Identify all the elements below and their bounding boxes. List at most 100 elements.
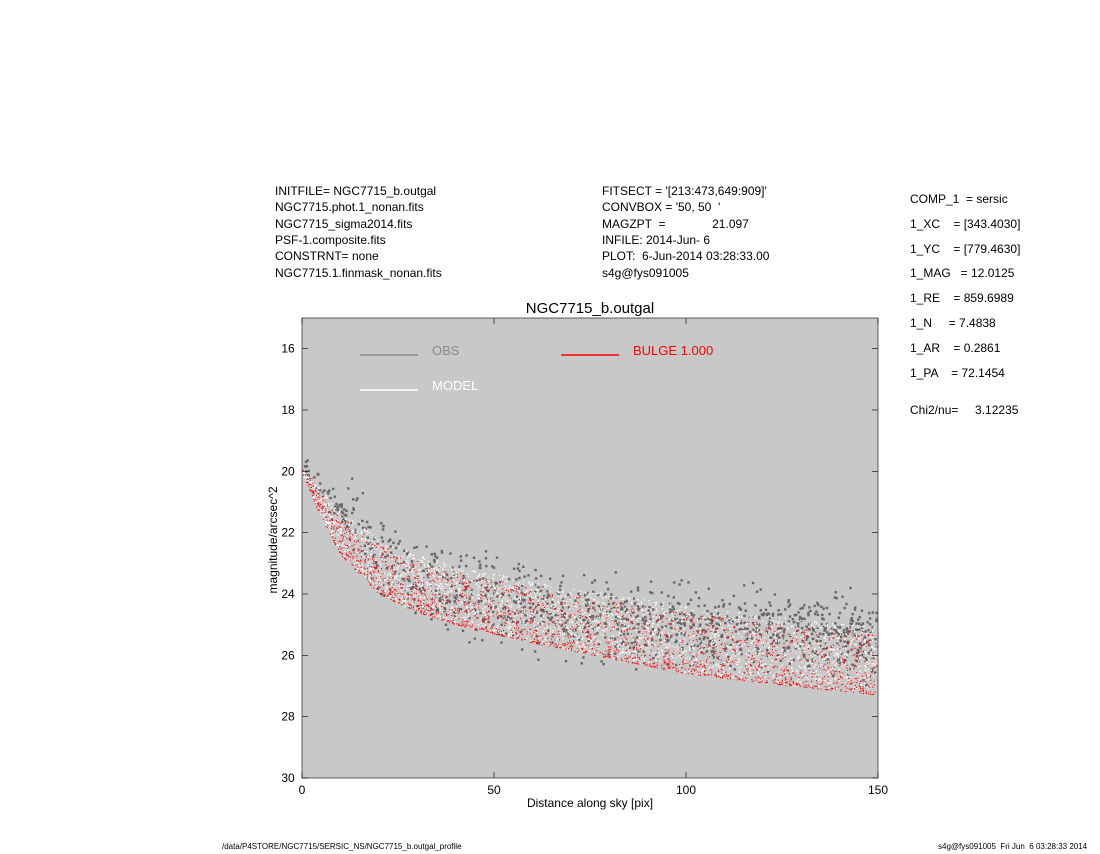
model-point (828, 683, 829, 684)
model-point (355, 537, 356, 538)
bulge-point (486, 597, 487, 598)
bulge-point (417, 589, 418, 590)
model-point (428, 566, 429, 567)
model-point (674, 661, 675, 662)
model-point (494, 630, 495, 631)
bulge-point (804, 634, 805, 635)
model-point (361, 540, 362, 541)
model-point (729, 667, 730, 668)
obs-point (652, 628, 654, 630)
model-point (423, 597, 424, 598)
obs-point (403, 550, 405, 552)
model-point (754, 638, 755, 639)
bulge-point (674, 651, 675, 652)
bulge-point (679, 629, 680, 630)
bulge-point (783, 652, 784, 653)
model-point (620, 620, 621, 621)
bulge-point (327, 516, 328, 517)
model-point (717, 673, 718, 674)
bulge-point (568, 643, 569, 644)
bulge-point (561, 647, 562, 648)
bulge-point (574, 604, 575, 605)
bulge-point (373, 563, 374, 564)
obs-point (813, 605, 815, 607)
obs-point (675, 641, 677, 643)
bulge-point (776, 655, 777, 656)
model-point (477, 582, 478, 583)
bulge-point (639, 659, 640, 660)
bulge-point (479, 609, 480, 610)
bulge-point (829, 662, 830, 663)
bulge-point (636, 624, 637, 625)
bulge-point (777, 684, 778, 685)
model-point (571, 635, 572, 636)
model-point (856, 644, 857, 645)
model-point (530, 631, 531, 632)
obs-point (697, 605, 699, 607)
model-point (398, 565, 399, 566)
model-point (739, 667, 740, 668)
model-point (333, 535, 334, 536)
bulge-point (445, 596, 446, 597)
bulge-point (498, 602, 499, 603)
model-point (532, 582, 533, 583)
bulge-point (861, 651, 862, 652)
model-point (848, 627, 849, 628)
bulge-point (510, 589, 511, 590)
model-point (597, 641, 598, 642)
model-point (557, 643, 558, 644)
obs-point (645, 644, 647, 646)
model-point (385, 591, 386, 592)
bulge-point (734, 627, 735, 628)
model-point (669, 646, 670, 647)
bulge-point (523, 613, 524, 614)
bulge-point (590, 606, 591, 607)
model-point (334, 508, 335, 509)
obs-point (630, 590, 632, 592)
model-point (817, 638, 818, 639)
obs-point (803, 654, 805, 656)
model-point (775, 640, 776, 641)
bulge-point (431, 614, 432, 615)
bulge-point (756, 668, 757, 669)
model-point (775, 661, 776, 662)
model-point (573, 589, 574, 590)
model-point (801, 661, 802, 662)
bulge-point (739, 649, 740, 650)
bulge-point (869, 687, 870, 688)
model-point (655, 661, 656, 662)
obs-point (578, 639, 580, 641)
model-point (726, 650, 727, 651)
obs-point (875, 612, 877, 614)
bulge-point (722, 676, 723, 677)
bulge-point (751, 635, 752, 636)
model-point (787, 628, 788, 629)
model-point (741, 678, 742, 679)
model-point (566, 604, 567, 605)
obs-point (526, 619, 528, 621)
model-point (813, 666, 814, 667)
model-point (392, 582, 393, 583)
bulge-point (677, 618, 678, 619)
bulge-point (857, 643, 858, 644)
bulge-point (594, 633, 595, 634)
bulge-point (761, 637, 762, 638)
bulge-point (704, 674, 705, 675)
model-point (532, 613, 533, 614)
model-point (703, 611, 704, 612)
obs-point (549, 577, 551, 579)
bulge-point (851, 689, 852, 690)
model-point (359, 528, 360, 529)
bulge-point (333, 527, 334, 528)
model-point (398, 567, 399, 568)
model-point (847, 680, 848, 681)
model-point (685, 651, 686, 652)
bulge-point (785, 685, 786, 686)
bulge-point (609, 651, 610, 652)
model-point (866, 636, 867, 637)
model-point (518, 601, 519, 602)
model-point (865, 670, 866, 671)
model-point (569, 608, 570, 609)
bulge-point (806, 687, 807, 688)
model-point (529, 593, 530, 594)
